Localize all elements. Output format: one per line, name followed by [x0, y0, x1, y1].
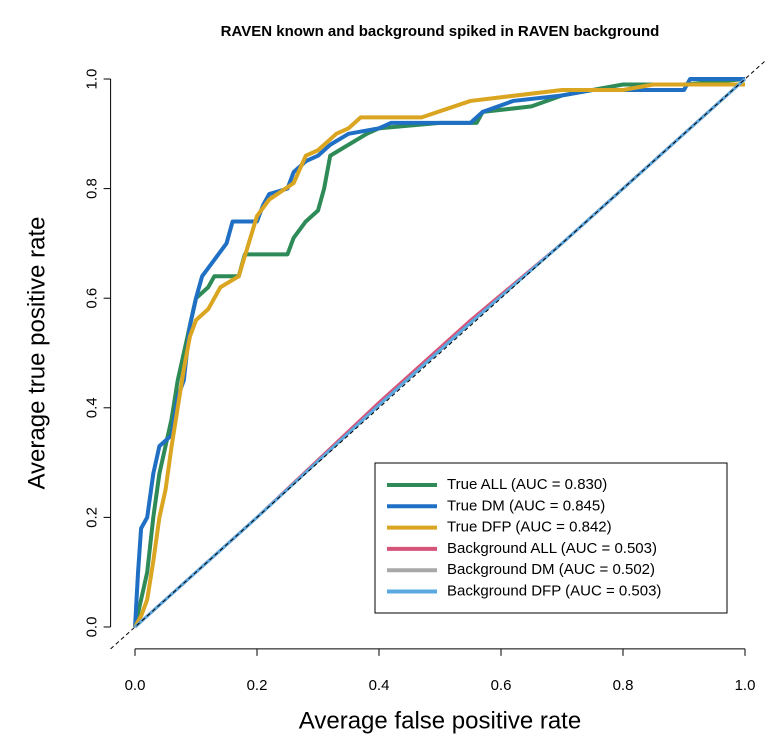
- legend-label: Background DM (AUC = 0.502): [447, 561, 655, 578]
- roc-line: [133, 77, 745, 628]
- y-axis-label: Average true positive rate: [23, 216, 50, 489]
- legend-box: [374, 462, 728, 614]
- legend-label: Background DFP (AUC = 0.503): [447, 582, 661, 599]
- roc-line: [133, 82, 745, 628]
- legend-label: Background ALL (AUC = 0.503): [447, 540, 657, 557]
- x-axis-label: Average false positive rate: [299, 707, 581, 734]
- legend-label: True DFP (AUC = 0.842): [447, 519, 612, 536]
- x-tick-label: 0.0: [125, 677, 146, 694]
- x-tick-label: 0.8: [613, 677, 634, 694]
- y-tick-label: 0.6: [84, 288, 101, 309]
- x-tick-label: 0.2: [247, 677, 268, 694]
- y-tick-label: 0.2: [84, 507, 101, 528]
- plot-area: [110, 59, 766, 650]
- y-tick-label: 0.0: [84, 617, 101, 638]
- x-tick-label: 1.0: [735, 677, 756, 694]
- reference-diagonal: [110, 59, 766, 650]
- legend-label: True DM (AUC = 0.845): [447, 497, 605, 514]
- legend-label: True ALL (AUC = 0.830): [447, 476, 607, 493]
- chart-title: RAVEN known and background spiked in RAV…: [221, 23, 660, 40]
- y-tick-label: 1.0: [84, 69, 101, 90]
- x-tick-label: 0.6: [491, 677, 512, 694]
- y-tick-label: 0.8: [84, 178, 101, 199]
- y-tick-label: 0.4: [84, 397, 101, 418]
- x-tick-label: 0.4: [369, 677, 390, 694]
